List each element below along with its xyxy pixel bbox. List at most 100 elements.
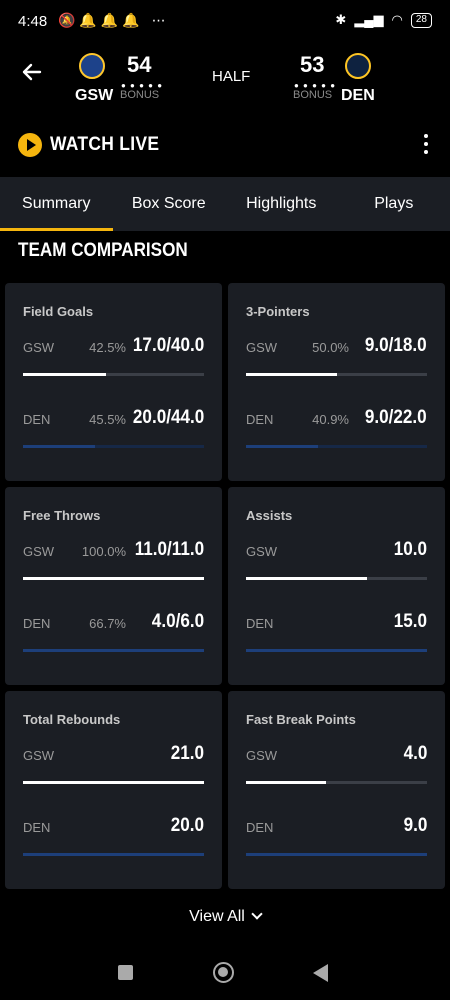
stat-bar-fill — [246, 445, 319, 448]
stat-value: 21.0 — [170, 743, 204, 764]
stat-card-field-goals: Field Goals GSW 42.5% 17.0/40.0 DEN 45.5% 20.0… — [5, 283, 222, 481]
stat-row-den: DEN 15.0 — [246, 611, 427, 635]
gsw-logo[interactable] — [79, 53, 105, 79]
stat-card-3-pointers: 3-Pointers GSW 50.0% 9.0/18.0 DEN 40.9% 9.0/22… — [228, 283, 445, 481]
tab-bar: Summary Box Score Highlights Plays — [0, 177, 450, 231]
stat-bar-gsw — [23, 781, 204, 784]
stat-bar-fill — [23, 445, 96, 448]
status-right: ✱ ▂▄▆ ◠ 28 — [335, 12, 432, 28]
home-bonus: BONUS — [120, 89, 160, 101]
team-abbr: GSW — [246, 748, 278, 763]
game-period: HALF — [212, 68, 251, 85]
wifi-icon: ◠ — [391, 12, 403, 27]
tab-highlights[interactable]: Highlights — [246, 195, 317, 212]
stat-bar-fill — [246, 781, 326, 784]
stat-row-den: DEN 45.5% 20.0/44.0 — [23, 407, 204, 431]
den-logo[interactable] — [345, 53, 371, 79]
team-abbr: GSW — [23, 748, 55, 763]
tab-box-score[interactable]: Box Score — [131, 195, 206, 212]
stat-value: 15.0 — [393, 611, 427, 632]
system-back-icon[interactable] — [313, 964, 328, 982]
notification-icons: 🔕🔔🔔🔔 ⋯ — [58, 12, 170, 28]
stat-title: Assists — [246, 508, 293, 523]
stat-bar-den — [23, 853, 204, 856]
stat-bar-den — [246, 649, 427, 652]
stat-value: 4.0/6.0 — [151, 611, 204, 632]
more-vertical-icon[interactable] — [422, 134, 430, 156]
stat-bar-fill — [23, 373, 107, 376]
stat-row-gsw: GSW 10.0 — [246, 539, 427, 563]
chevron-down-icon — [251, 908, 263, 920]
stat-title: Fast Break Points — [246, 712, 356, 727]
stat-row-gsw: GSW 50.0% 9.0/18.0 — [246, 335, 427, 359]
team-abbr: GSW — [23, 340, 55, 355]
view-all-button[interactable]: View All — [0, 908, 450, 926]
stat-bar-gsw — [246, 577, 427, 580]
stat-percent: 66.7% — [89, 616, 126, 631]
stat-bar-fill — [23, 577, 204, 580]
stat-title: Total Rebounds — [23, 712, 121, 727]
signal-icon: ▂▄▆ — [354, 12, 384, 27]
stat-percent: 45.5% — [89, 412, 126, 427]
system-nav-bar — [0, 950, 450, 1000]
tab-summary[interactable]: Summary — [0, 177, 113, 231]
recent-apps-icon[interactable] — [118, 965, 133, 980]
stat-bar-fill — [246, 853, 427, 856]
view-all-label[interactable]: View All — [189, 908, 245, 925]
team-abbr: DEN — [246, 820, 274, 835]
play-icon[interactable] — [18, 133, 42, 157]
stat-value: 20.0/44.0 — [132, 407, 204, 428]
stat-row-gsw: GSW 100.0% 11.0/11.0 — [23, 539, 204, 563]
watch-live-label[interactable]: WATCH LIVE — [50, 134, 160, 155]
away-bonus: BONUS — [293, 89, 333, 101]
status-bar: 4:48 🔕🔔🔔🔔 ⋯ ✱ ▂▄▆ ◠ 28 — [0, 0, 450, 44]
section-title: TEAM COMPARISON — [18, 240, 188, 261]
stat-bar-fill — [23, 649, 204, 652]
home-team-abbr: GSW — [75, 87, 114, 104]
stat-value: 17.0/40.0 — [132, 335, 204, 356]
back-arrow-icon[interactable] — [18, 58, 46, 86]
stat-value: 10.0 — [393, 539, 427, 560]
home-icon[interactable] — [213, 962, 234, 983]
watch-live-row[interactable]: WATCH LIVE — [0, 128, 450, 164]
stat-value: 9.0/22.0 — [365, 407, 427, 428]
stat-bar-gsw — [23, 577, 204, 580]
stat-percent: 50.0% — [312, 340, 349, 355]
stat-row-gsw: GSW 42.5% 17.0/40.0 — [23, 335, 204, 359]
team-abbr: GSW — [246, 544, 278, 559]
stat-bar-gsw — [246, 781, 427, 784]
battery-icon: 28 — [410, 12, 432, 28]
stat-bar-den — [246, 445, 427, 448]
stat-bar-den — [246, 853, 427, 856]
stat-row-gsw: GSW 21.0 — [23, 743, 204, 767]
tab-plays[interactable]: Plays — [374, 195, 414, 212]
home-timeouts: ● ● ● ● ● — [121, 81, 164, 90]
stat-percent: 42.5% — [89, 340, 126, 355]
bluetooth-icon: ✱ — [335, 12, 347, 27]
stat-value: 20.0 — [170, 815, 204, 836]
stat-card-free-throws: Free Throws GSW 100.0% 11.0/11.0 DEN 66.7% 4.0… — [5, 487, 222, 685]
team-abbr: DEN — [23, 616, 51, 631]
team-abbr: GSW — [246, 340, 278, 355]
stat-value: 11.0/11.0 — [134, 539, 204, 560]
stat-value: 4.0 — [403, 743, 427, 764]
team-abbr: GSW — [23, 544, 55, 559]
stat-value: 9.0 — [403, 815, 427, 836]
stat-title: 3-Pointers — [246, 304, 310, 319]
stat-row-den: DEN 20.0 — [23, 815, 204, 839]
home-score: 54 — [127, 52, 152, 77]
stat-row-gsw: GSW 4.0 — [246, 743, 427, 767]
away-score: 53 — [300, 52, 325, 77]
team-abbr: DEN — [246, 412, 274, 427]
stat-card-assists: Assists GSW 10.0 DEN 15.0 — [228, 487, 445, 685]
stat-bar-fill — [246, 649, 427, 652]
team-abbr: DEN — [23, 820, 51, 835]
stat-title: Free Throws — [23, 508, 101, 523]
stat-bar-gsw — [246, 373, 427, 376]
stat-bar-den — [23, 649, 204, 652]
team-abbr: DEN — [246, 616, 274, 631]
team-abbr: DEN — [23, 412, 51, 427]
stat-row-den: DEN 9.0 — [246, 815, 427, 839]
stat-card-total-rebounds: Total Rebounds GSW 21.0 DEN 20.0 — [5, 691, 222, 889]
stat-percent: 100.0% — [81, 544, 126, 559]
